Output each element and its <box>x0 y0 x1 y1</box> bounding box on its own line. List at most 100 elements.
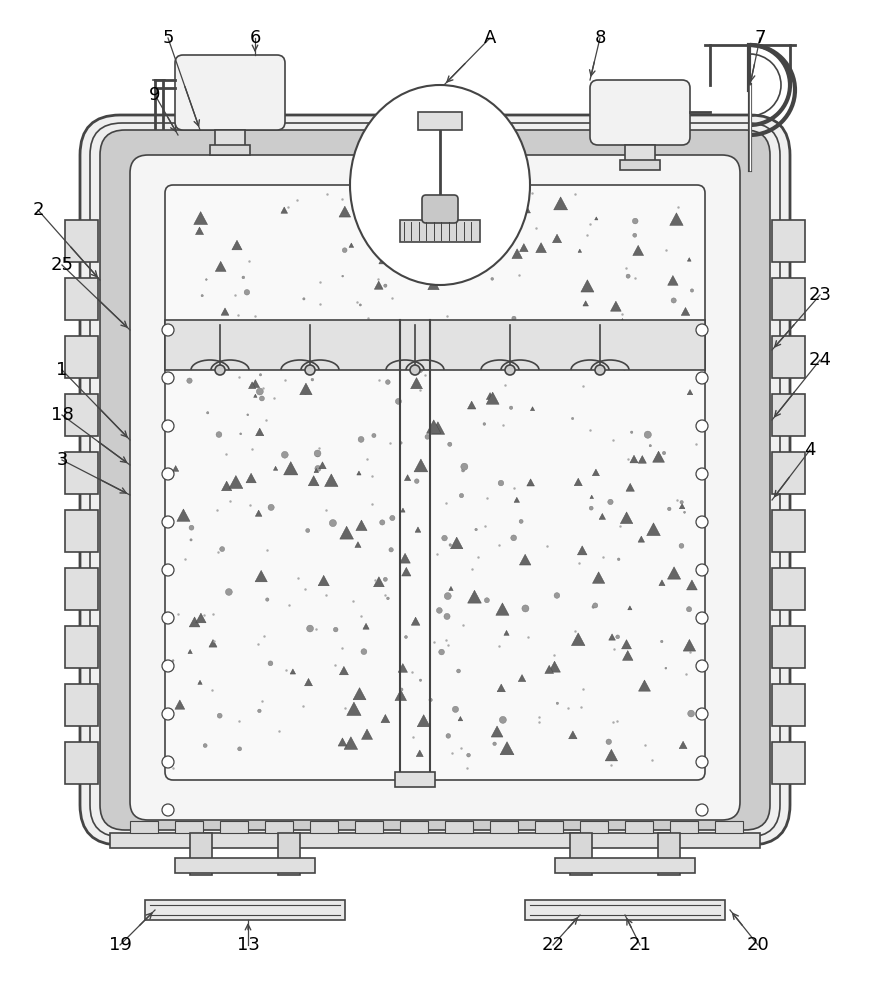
Bar <box>771 684 804 726</box>
Polygon shape <box>348 243 354 247</box>
Circle shape <box>687 710 693 717</box>
Circle shape <box>607 499 613 505</box>
Polygon shape <box>580 280 594 292</box>
Bar <box>771 336 804 378</box>
Circle shape <box>446 734 450 738</box>
Circle shape <box>588 506 593 510</box>
Polygon shape <box>310 344 314 348</box>
Polygon shape <box>495 603 508 615</box>
Polygon shape <box>526 479 534 486</box>
Polygon shape <box>610 301 620 311</box>
Polygon shape <box>381 714 389 723</box>
Polygon shape <box>599 513 605 519</box>
Circle shape <box>302 298 305 300</box>
Circle shape <box>242 276 244 279</box>
Circle shape <box>189 525 194 530</box>
Polygon shape <box>622 651 633 660</box>
Bar <box>624 145 654 165</box>
Circle shape <box>695 660 707 672</box>
Circle shape <box>695 708 707 720</box>
Circle shape <box>448 442 451 446</box>
Circle shape <box>342 275 343 277</box>
Polygon shape <box>221 308 229 315</box>
Circle shape <box>240 433 242 435</box>
Polygon shape <box>415 750 423 757</box>
Circle shape <box>592 603 597 608</box>
Polygon shape <box>638 680 650 691</box>
Circle shape <box>315 453 319 457</box>
Circle shape <box>695 564 707 576</box>
Bar <box>309 821 338 833</box>
Polygon shape <box>552 234 561 243</box>
Polygon shape <box>197 680 202 684</box>
Polygon shape <box>669 213 682 225</box>
Circle shape <box>342 248 347 253</box>
Polygon shape <box>426 420 441 433</box>
Polygon shape <box>196 613 206 623</box>
Circle shape <box>695 324 707 336</box>
Polygon shape <box>378 254 388 264</box>
Bar <box>65 336 98 378</box>
Bar <box>65 626 98 668</box>
Bar <box>175 858 315 873</box>
Bar <box>65 220 98 262</box>
Circle shape <box>371 433 375 438</box>
Polygon shape <box>626 483 634 491</box>
Bar <box>145 900 345 920</box>
Circle shape <box>591 606 594 608</box>
Polygon shape <box>347 702 361 716</box>
Polygon shape <box>608 634 614 640</box>
Circle shape <box>661 451 665 455</box>
Circle shape <box>162 420 174 432</box>
Circle shape <box>386 597 388 600</box>
Circle shape <box>268 661 273 666</box>
Polygon shape <box>299 383 312 395</box>
Polygon shape <box>404 475 410 481</box>
Circle shape <box>492 742 496 746</box>
Polygon shape <box>503 630 508 635</box>
Circle shape <box>413 351 415 353</box>
Circle shape <box>484 598 489 603</box>
Polygon shape <box>194 212 208 225</box>
Polygon shape <box>450 537 462 549</box>
Circle shape <box>456 669 460 673</box>
Circle shape <box>444 593 451 600</box>
Polygon shape <box>414 459 428 472</box>
Polygon shape <box>338 738 347 746</box>
Circle shape <box>361 649 367 655</box>
Circle shape <box>162 660 174 672</box>
Polygon shape <box>530 407 534 411</box>
Polygon shape <box>172 466 178 471</box>
Polygon shape <box>592 469 599 476</box>
Circle shape <box>571 417 573 420</box>
Polygon shape <box>222 481 231 491</box>
Bar <box>215 130 245 150</box>
Polygon shape <box>518 675 525 682</box>
Text: 7: 7 <box>753 29 765 47</box>
Polygon shape <box>519 244 527 252</box>
Polygon shape <box>373 577 384 587</box>
Bar <box>220 821 248 833</box>
Polygon shape <box>574 325 580 331</box>
Circle shape <box>217 713 222 718</box>
FancyBboxPatch shape <box>129 155 740 820</box>
Circle shape <box>490 277 493 280</box>
Bar <box>165 320 704 370</box>
Circle shape <box>358 436 363 442</box>
Circle shape <box>441 535 447 541</box>
Text: 1: 1 <box>56 361 68 379</box>
Circle shape <box>670 298 675 303</box>
Circle shape <box>162 468 174 480</box>
Polygon shape <box>687 258 690 261</box>
Circle shape <box>265 598 269 601</box>
Polygon shape <box>680 307 689 315</box>
Polygon shape <box>568 731 576 739</box>
Polygon shape <box>344 737 357 749</box>
Bar <box>771 510 804 552</box>
Circle shape <box>695 372 707 384</box>
Circle shape <box>683 511 685 513</box>
Circle shape <box>519 519 522 523</box>
Circle shape <box>225 589 232 595</box>
Polygon shape <box>340 526 353 539</box>
Polygon shape <box>356 471 361 475</box>
